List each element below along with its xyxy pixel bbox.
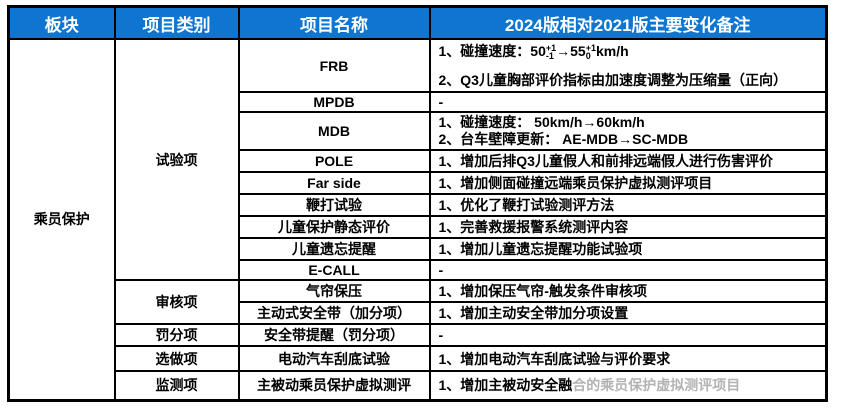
remark-cell-mdb: 1、碰撞速度： 50km/h→60km/h 2、台车壁障更新： AE-MDB→S… <box>428 111 828 151</box>
category-cell-monitor: 监测项 <box>113 370 240 401</box>
row-virtual-eval: 监测项 主被动乘员保护虚拟测评 1、增加主被动安全融合的乘员保护虚拟测评项目 <box>9 370 828 401</box>
arrow-glyph: → <box>556 43 571 59</box>
row-whiplash: 鞭打试验 1、优化了鞭打试验测评方法 <box>9 193 828 217</box>
section-cell-occupant-protection: 乘员保护 <box>7 38 116 401</box>
frb-speed-from: 50 <box>530 43 546 59</box>
frb-to-sub: 0 <box>585 51 591 62</box>
col-header-remark: 2024版相对2021版主要变化备注 <box>428 5 828 40</box>
row-mpdb: MPDB - <box>9 91 828 113</box>
item-cell-belt-reminder: 安全带提醒（罚分项） <box>237 323 431 347</box>
mdb-remark-line1: 1、碰撞速度： 50km/h→60km/h <box>438 114 645 130</box>
item-cell-curtain: 气帘保压 <box>237 279 431 303</box>
row-belt-reminder: 罚分项 安全带提醒（罚分项） - <box>9 323 828 347</box>
remark-cell-curtain: 1、增加保压气帘-触发条件审核项 <box>428 279 828 303</box>
row-mdb: MDB 1、碰撞速度： 50km/h→60km/h 2、台车壁障更新： AE-M… <box>9 111 828 151</box>
remark-cell-pole: 1、增加后排Q3儿童假人和前排远端假人进行伤害评价 <box>428 149 828 173</box>
virtual-eval-remark-faded-watermarked: 合的乘员保护虚拟测评项目 <box>572 377 741 394</box>
col-header-category: 项目类别 <box>113 5 240 40</box>
row-curtain: 审核项 气帘保压 1、增加保压气帘-触发条件审核项 <box>9 279 828 325</box>
remark-cell-frb: 1、碰撞速度：50 +1 -1 →55 +1 0 km/h 2、Q3儿童胸部评价指标由加速度… <box>428 38 828 93</box>
remark-cell-child-static: 1、完善救援报警系统测评内容 <box>428 215 828 239</box>
item-cell-pole: POLE <box>237 149 431 173</box>
frb-speed-to-tolerance: +1 0 <box>585 43 596 62</box>
header-row: 板块 项目类别 项目名称 2024版相对2021版主要变化备注 <box>7 5 828 40</box>
item-cell-farside: Far side <box>237 171 431 195</box>
frb-speed-from-tolerance: +1 -1 <box>545 43 557 62</box>
remark-cell-farside: 1、增加侧面碰撞远端乘员保护虚拟测评项目 <box>428 171 828 195</box>
row-farside: Far side 1、增加侧面碰撞远端乘员保护虚拟测评项目 <box>9 171 828 195</box>
item-cell-ev-scrape: 电动汽车刮底试验 <box>237 345 431 372</box>
item-cell-child-static: 儿童保护静态评价 <box>237 215 431 239</box>
col-header-item: 项目名称 <box>237 5 431 40</box>
remark-cell-active-belt: 1、增加主动安全带加分项设置 <box>428 301 828 325</box>
item-cell-mdb: MDB <box>237 111 431 151</box>
cncap-change-table: 板块 项目类别 项目名称 2024版相对2021版主要变化备注 乘员保护 试验项… <box>7 5 828 402</box>
frb-from-sub: -1 <box>545 51 554 62</box>
category-cell-test: 试验项 <box>113 38 240 281</box>
item-cell-ecall: E-CALL <box>237 259 431 281</box>
remark-cell-belt-reminder: - <box>428 323 828 347</box>
virtual-eval-remark-solid: 1、增加主被动安全融 <box>438 377 573 394</box>
frb-from-sup: +1 <box>545 43 557 54</box>
remark-cell-ecall: - <box>428 259 828 281</box>
frb-speed-unit: km/h <box>595 43 629 59</box>
item-cell-child-reminder: 儿童遗忘提醒 <box>237 237 431 261</box>
row-frb: 乘员保护 试验项 FRB 1、碰撞速度：50 +1 -1 →55 +1 0 km/h 2、Q… <box>7 38 828 401</box>
row-child-reminder: 儿童遗忘提醒 1、增加儿童遗忘提醒功能试验项 <box>9 237 828 261</box>
row-ecall: E-CALL - <box>9 259 828 281</box>
frb-remark-line1: 1、碰撞速度：50 +1 -1 →55 +1 0 km/h <box>439 41 822 61</box>
remark-cell-child-reminder: 1、增加儿童遗忘提醒功能试验项 <box>428 237 828 261</box>
item-cell-active-belt: 主动式安全带（加分项） <box>237 301 431 325</box>
frb-to-sup: +1 <box>585 43 596 54</box>
mdb-remark-lines: 1、碰撞速度： 50km/h→60km/h 2、台车壁障更新： AE-MDB→S… <box>439 114 822 148</box>
row-child-static: 儿童保护静态评价 1、完善救援报警系统测评内容 <box>9 215 828 239</box>
remark-cell-mpdb: - <box>428 91 828 113</box>
frb-speed-prefix: 1、碰撞速度： <box>438 43 531 59</box>
remark-cell-virtual-eval: 1、增加主被动安全融合的乘员保护虚拟测评项目 <box>428 370 828 401</box>
item-cell-mpdb: MPDB <box>237 91 431 113</box>
remark-cell-whiplash: 1、优化了鞭打试验测评方法 <box>428 193 828 217</box>
remark-cell-ev-scrape: 1、增加电动汽车刮底试验与评价要求 <box>428 345 828 372</box>
frb-remark-line2: 2、Q3儿童胸部评价指标由加速度调整为压缩量（正向） <box>438 72 787 88</box>
item-cell-whiplash: 鞭打试验 <box>237 193 431 217</box>
item-cell-virtual-eval: 主被动乘员保护虚拟测评 <box>237 370 431 401</box>
frb-speed-to: 55 <box>570 43 586 59</box>
mdb-remark-line2: 2、台车壁障更新： AE-MDB→SC-MDB <box>438 131 689 147</box>
category-cell-penalty: 罚分项 <box>113 323 240 347</box>
frb-remark-lines: 1、碰撞速度：50 +1 -1 →55 +1 0 km/h 2、Q3儿童胸部评价指标由加速度… <box>439 41 822 90</box>
category-cell-optional: 选做项 <box>113 345 240 372</box>
item-cell-frb: FRB <box>237 38 431 93</box>
row-active-belt: 主动式安全带（加分项） 1、增加主动安全带加分项设置 <box>9 301 828 325</box>
row-ev-scrape: 选做项 电动汽车刮底试验 1、增加电动汽车刮底试验与评价要求 <box>9 345 828 372</box>
row-pole: POLE 1、增加后排Q3儿童假人和前排远端假人进行伤害评价 <box>9 149 828 173</box>
col-header-board: 板块 <box>7 5 116 40</box>
category-cell-audit: 审核项 <box>113 279 240 325</box>
